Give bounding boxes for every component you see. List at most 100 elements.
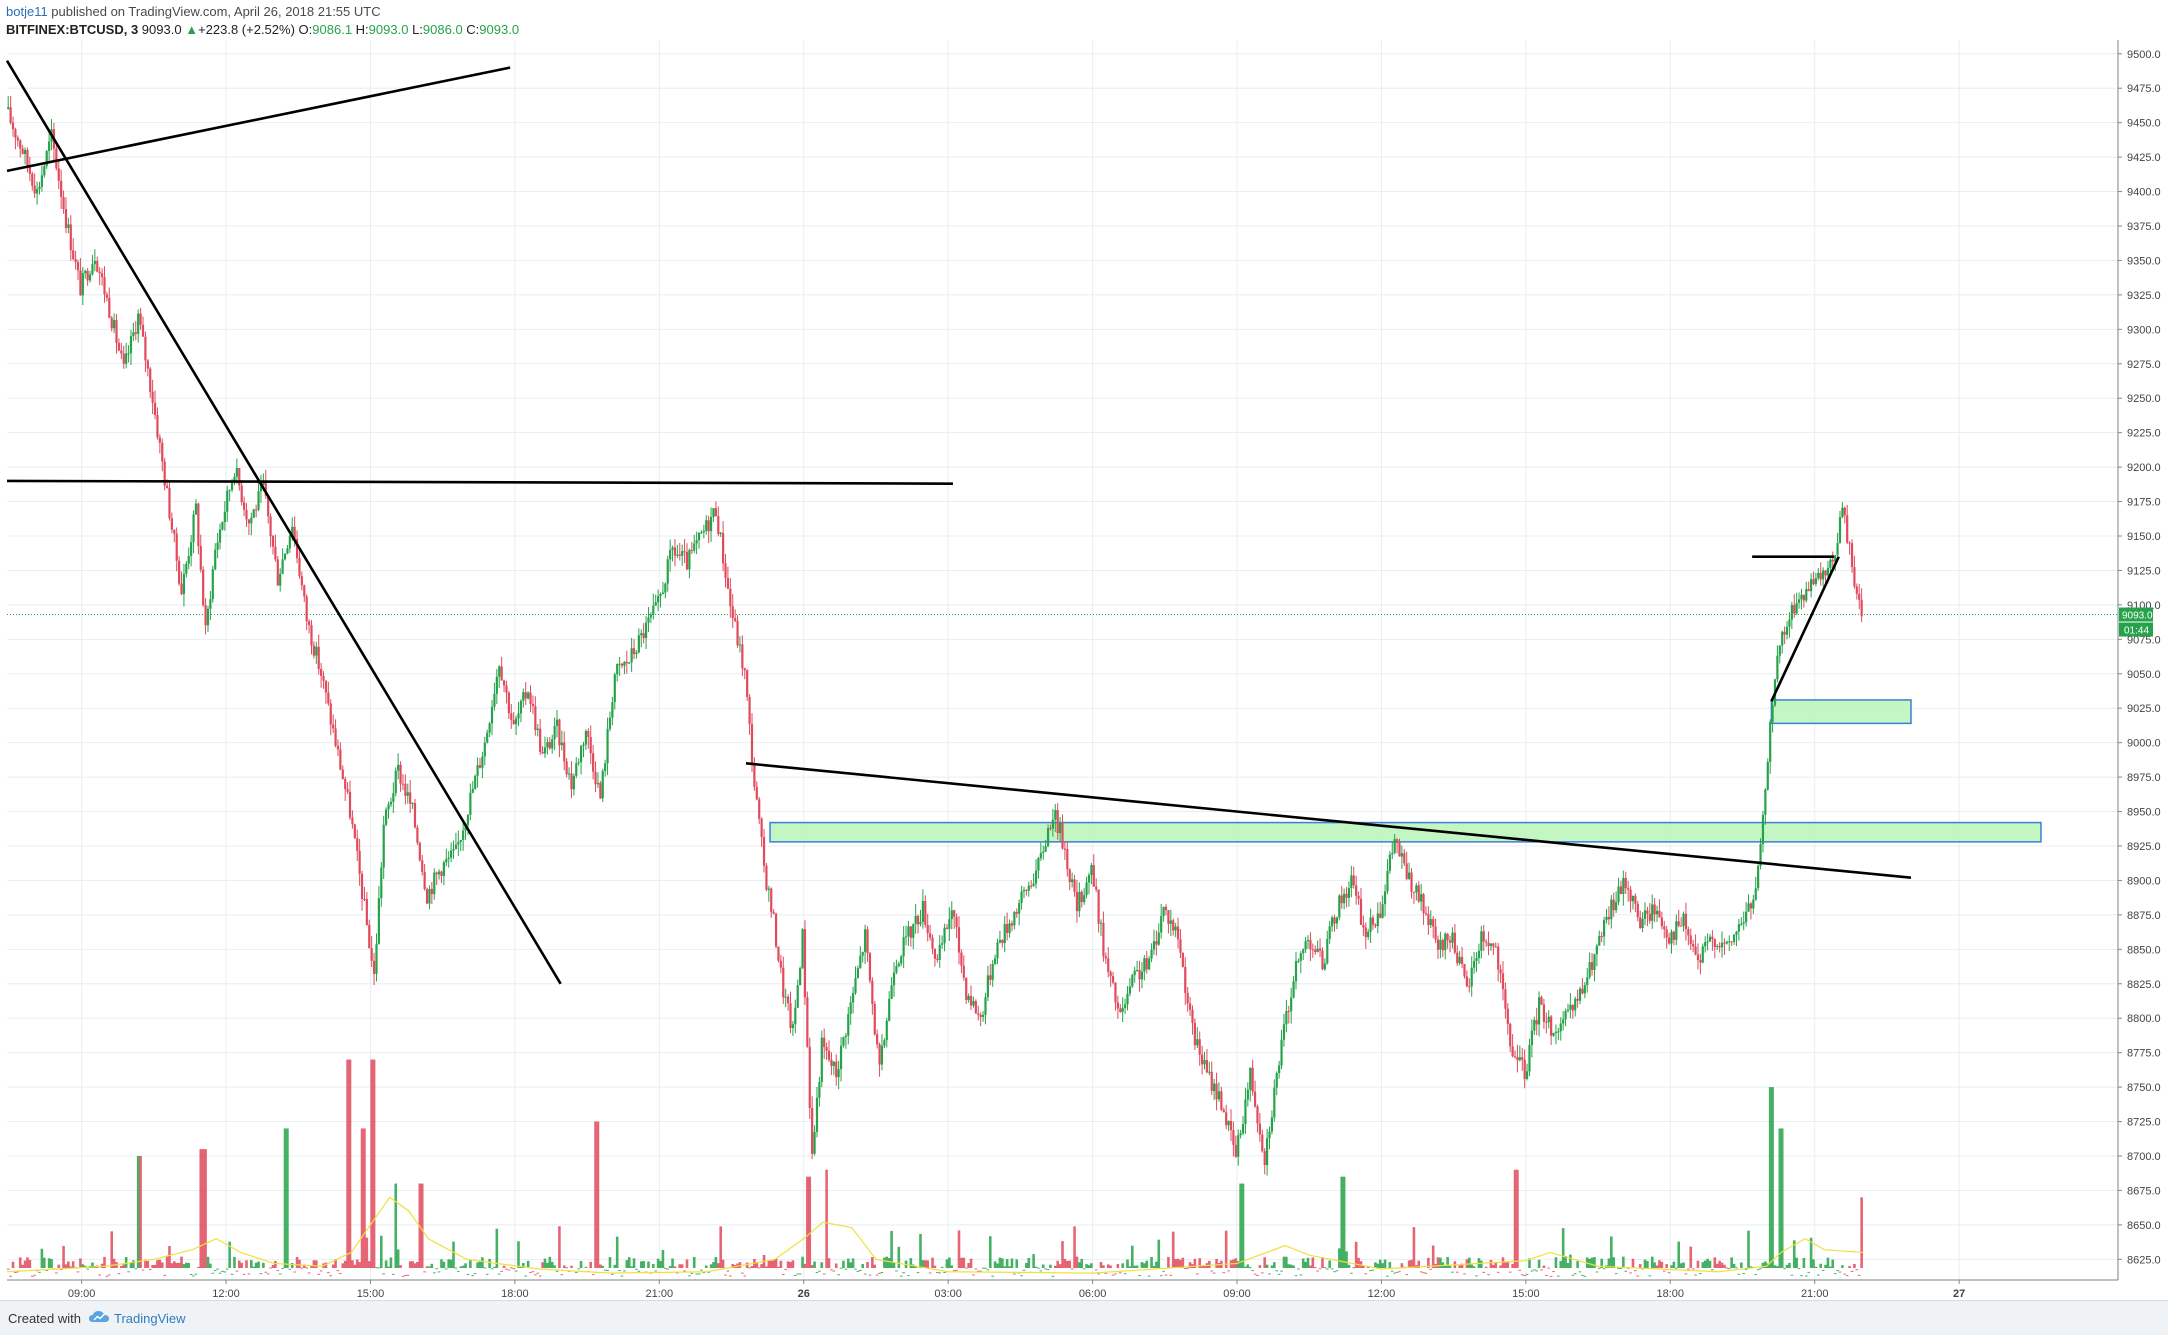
candle-body	[1001, 940, 1004, 944]
candle-body	[806, 997, 809, 1047]
candle-body	[938, 944, 941, 960]
volume-bar	[777, 1266, 780, 1268]
volume-bar	[623, 1270, 626, 1272]
horizontal-resistance-line[interactable]	[6, 479, 953, 485]
trendlines[interactable]	[5, 59, 1912, 985]
volume-bar	[1824, 1264, 1827, 1268]
candle-body	[1473, 960, 1476, 968]
volume-bar	[627, 1257, 631, 1268]
volume-bar	[1624, 1270, 1628, 1272]
candle-body	[1220, 1091, 1223, 1110]
volume-bar	[33, 1274, 36, 1276]
volume-bar	[1696, 1260, 1700, 1268]
volume-bar	[1821, 1269, 1825, 1271]
candle-body	[967, 996, 970, 1001]
volume-bar	[16, 1271, 20, 1273]
volume-bar	[447, 1259, 450, 1268]
candle-body	[546, 741, 549, 748]
volume-bar	[199, 1149, 203, 1268]
volume-bar	[931, 1257, 934, 1268]
volume-bar	[1350, 1272, 1353, 1274]
candle-body	[1489, 943, 1493, 947]
volume-bar	[144, 1259, 147, 1268]
volume-bar	[136, 1156, 140, 1268]
price-chart[interactable]: 9500.09475.09450.09425.09400.09375.09350…	[0, 0, 2168, 1300]
candle-body	[736, 620, 739, 646]
candle-body	[1333, 917, 1336, 924]
volume-bar	[820, 1262, 824, 1268]
y-tick-label: 8700.0	[2127, 1151, 2161, 1163]
candle-body	[105, 294, 108, 298]
descending-neckline[interactable]	[745, 762, 1912, 879]
volume-bar	[160, 1262, 164, 1268]
candle-body	[1689, 935, 1692, 944]
volume-bar	[1520, 1274, 1524, 1276]
candle-body	[202, 569, 205, 606]
volume-bar	[254, 1262, 258, 1268]
candle-body	[1578, 988, 1582, 1001]
candle-body	[1068, 869, 1071, 883]
candle-body	[1357, 895, 1360, 899]
candle-body	[139, 313, 142, 325]
upper-resistance-line[interactable]	[6, 66, 511, 173]
candle-body	[830, 1059, 833, 1066]
candle-body	[1309, 939, 1312, 950]
volume-bar	[895, 1270, 898, 1272]
candle-body	[1205, 1060, 1209, 1073]
candle-body	[1432, 919, 1435, 927]
candle-body	[1201, 1054, 1204, 1065]
volume-bar	[1386, 1275, 1389, 1277]
candle-body	[948, 919, 951, 929]
x-tick-label: 18:00	[501, 1288, 529, 1300]
volume-bar	[1631, 1258, 1635, 1268]
volume-bar	[700, 1269, 703, 1271]
volume-bar	[1535, 1270, 1538, 1272]
publisher-username[interactable]: botje11	[6, 4, 48, 19]
candle-body	[1706, 941, 1709, 943]
candle-body	[649, 614, 652, 618]
volume-bar	[505, 1268, 508, 1270]
tradingview-cloud-icon[interactable]	[88, 1309, 110, 1325]
volume-bar	[457, 1270, 460, 1272]
volume-bar	[71, 1261, 75, 1268]
candle-body	[129, 336, 133, 354]
support-zone-large[interactable]	[769, 821, 2042, 843]
volume-bar	[1340, 1176, 1344, 1268]
volume-bar	[1817, 1274, 1820, 1276]
volume-bar	[1126, 1259, 1129, 1268]
candle-body	[291, 526, 294, 536]
volume-bar	[909, 1258, 913, 1268]
y-tick-label: 9275.0	[2127, 359, 2161, 371]
y-tick-label: 8875.0	[2127, 910, 2161, 922]
volume-bar	[1691, 1268, 1695, 1270]
candle-body	[1562, 1019, 1565, 1024]
x-tick-label: 09:00	[1223, 1288, 1251, 1300]
support-zones[interactable]	[769, 699, 2042, 843]
volume-bar	[719, 1226, 722, 1268]
candle-body	[1241, 1124, 1245, 1134]
volume-bar	[1602, 1268, 1606, 1270]
volume-bar	[110, 1231, 114, 1268]
candle-body	[1624, 877, 1627, 889]
candle-body	[719, 533, 722, 535]
candle-body	[1249, 1067, 1252, 1090]
flag-rising-line[interactable]	[1770, 556, 1840, 702]
tradingview-brand-link[interactable]: TradingView	[114, 1311, 186, 1326]
volume-bar	[832, 1270, 836, 1272]
volume-bar	[129, 1262, 133, 1268]
candle-body	[16, 137, 19, 141]
support-zone-small[interactable]	[1770, 699, 1912, 725]
volume-bar	[1727, 1268, 1731, 1270]
volume-bar	[182, 1264, 186, 1268]
candle-body	[1805, 589, 1808, 601]
volume-bar	[1292, 1265, 1295, 1268]
volume-bar	[1008, 1266, 1011, 1268]
candle-body	[1458, 956, 1461, 964]
volume-bar	[863, 1273, 867, 1275]
candle-body	[1607, 916, 1611, 920]
volume-bar	[789, 1261, 792, 1268]
volume-bar	[28, 1259, 32, 1268]
candle-body	[729, 588, 732, 607]
falling-trendline[interactable]	[5, 59, 562, 985]
volume-bar	[668, 1266, 672, 1268]
